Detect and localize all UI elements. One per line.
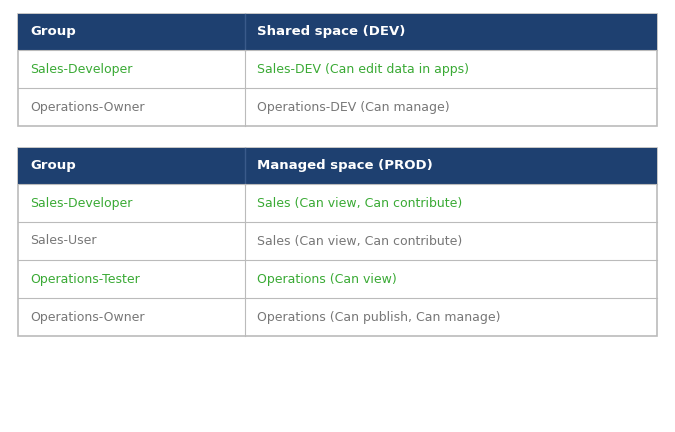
Text: Sales (Can view, Can contribute): Sales (Can view, Can contribute) xyxy=(257,235,462,248)
Text: Group: Group xyxy=(30,25,76,38)
Text: Sales-User: Sales-User xyxy=(30,235,97,248)
Text: Shared space (DEV): Shared space (DEV) xyxy=(257,25,405,38)
Text: Sales (Can view, Can contribute): Sales (Can view, Can contribute) xyxy=(257,197,462,210)
Text: Operations-Owner: Operations-Owner xyxy=(30,101,144,114)
Bar xyxy=(18,14,657,50)
Text: Group: Group xyxy=(30,159,76,172)
Text: Sales-Developer: Sales-Developer xyxy=(30,197,132,210)
Bar xyxy=(18,148,657,336)
Bar xyxy=(18,148,657,184)
Text: Operations-Tester: Operations-Tester xyxy=(30,273,140,286)
Text: Operations (Can view): Operations (Can view) xyxy=(257,273,397,286)
Text: Operations-Owner: Operations-Owner xyxy=(30,311,144,324)
Text: Operations-DEV (Can manage): Operations-DEV (Can manage) xyxy=(257,101,450,114)
Text: Sales-Developer: Sales-Developer xyxy=(30,63,132,76)
Text: Operations (Can publish, Can manage): Operations (Can publish, Can manage) xyxy=(257,311,500,324)
Bar xyxy=(18,14,657,126)
Text: Managed space (PROD): Managed space (PROD) xyxy=(257,159,433,172)
Text: Sales-DEV (Can edit data in apps): Sales-DEV (Can edit data in apps) xyxy=(257,63,469,76)
